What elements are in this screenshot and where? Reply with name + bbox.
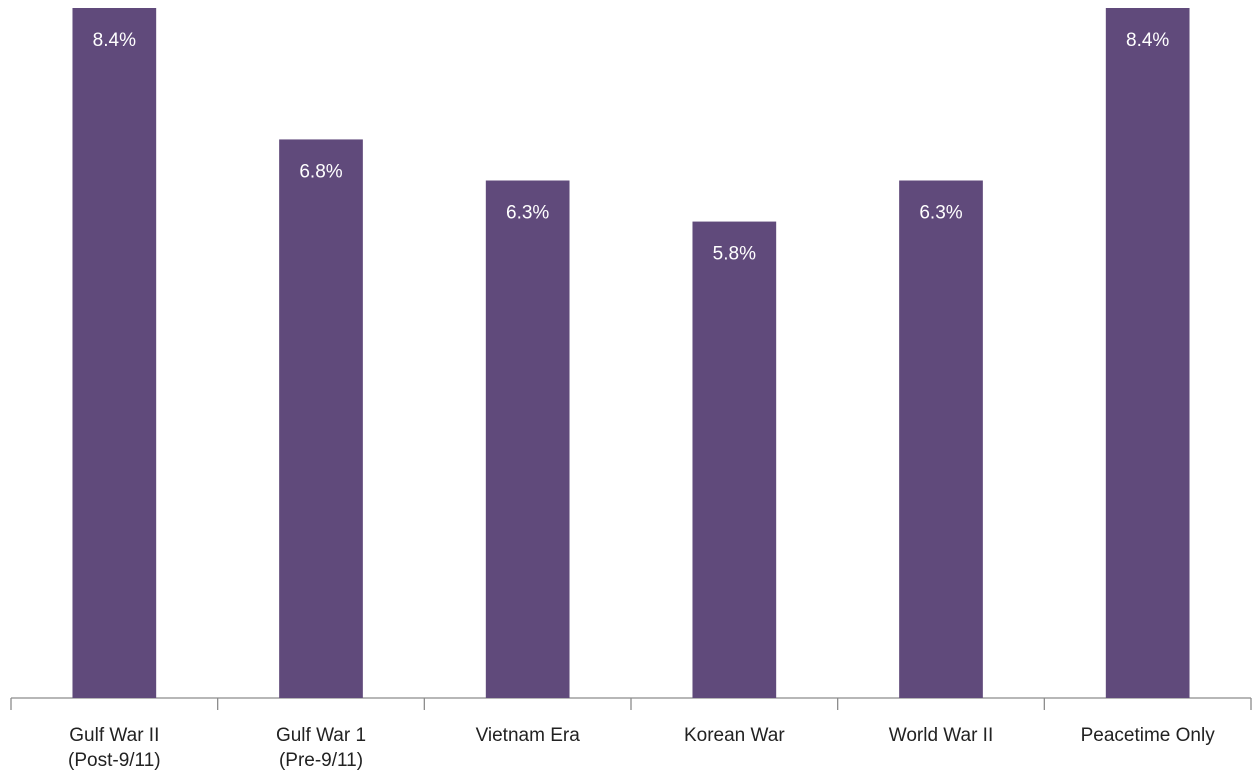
bar [1105, 8, 1190, 698]
value-label: 5.8% [713, 244, 756, 265]
bar [692, 221, 777, 699]
x-tick-label-line: (Post-9/11) [68, 750, 161, 771]
x-tick-label: Gulf War II (Post-9/11) [68, 725, 161, 771]
bar [72, 8, 157, 698]
x-tick-label-line: World War II [889, 725, 994, 746]
x-tick-label: World War II [889, 725, 994, 746]
x-tick-label: Peacetime Only [1081, 725, 1216, 746]
x-tick-label-line: Vietnam Era [476, 725, 581, 746]
x-tick-label: Korean War [684, 725, 785, 746]
x-tick-label: Gulf War 1 (Pre-9/11) [276, 725, 366, 771]
bar [279, 139, 363, 698]
x-tick-label-line: Korean War [684, 725, 785, 746]
x-tick-label-line: Gulf War 1 [276, 725, 366, 746]
x-tick-label-line: (Pre-9/11) [279, 750, 363, 771]
x-tick-label-line: Gulf War II [69, 725, 159, 746]
bar [485, 180, 570, 698]
value-label: 8.4% [93, 30, 136, 51]
value-label: 8.4% [1126, 30, 1169, 51]
x-tick-label-line: Peacetime Only [1081, 725, 1216, 746]
value-label: 6.3% [919, 203, 962, 224]
bar [899, 180, 983, 698]
value-label: 6.3% [506, 203, 549, 224]
value-label: 6.8% [299, 161, 342, 182]
x-tick-label: Vietnam Era [476, 725, 581, 746]
